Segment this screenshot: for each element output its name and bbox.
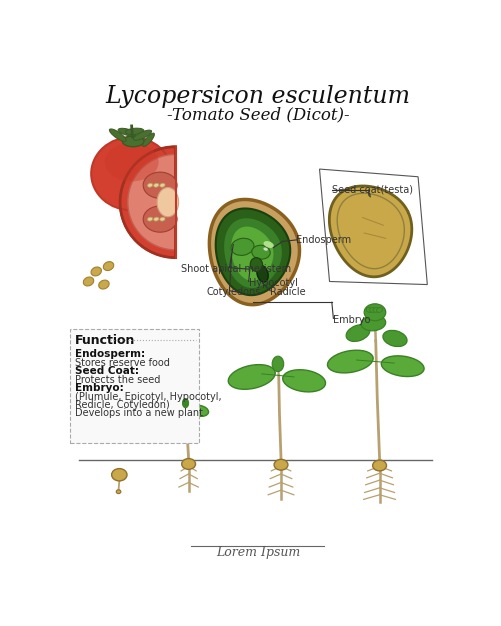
Ellipse shape	[264, 247, 268, 251]
Ellipse shape	[264, 241, 274, 248]
Ellipse shape	[373, 460, 386, 471]
Polygon shape	[223, 218, 283, 289]
Text: Lycopersicon esculentum: Lycopersicon esculentum	[105, 85, 410, 108]
Text: Embryo: Embryo	[333, 315, 371, 325]
Text: Function: Function	[75, 334, 135, 347]
Ellipse shape	[91, 267, 101, 276]
Ellipse shape	[373, 307, 379, 312]
Text: Lorem Ipsum: Lorem Ipsum	[216, 546, 300, 559]
Ellipse shape	[143, 206, 177, 232]
Ellipse shape	[377, 307, 383, 312]
Ellipse shape	[274, 459, 288, 470]
Ellipse shape	[257, 265, 268, 282]
Ellipse shape	[190, 405, 208, 416]
Ellipse shape	[283, 370, 326, 392]
Ellipse shape	[182, 399, 188, 408]
Ellipse shape	[182, 459, 195, 470]
Ellipse shape	[122, 136, 144, 146]
Text: Embryo:: Embryo:	[75, 383, 123, 393]
Text: Hypocotyl: Hypocotyl	[248, 278, 298, 288]
Polygon shape	[209, 200, 300, 305]
Ellipse shape	[154, 183, 159, 187]
FancyBboxPatch shape	[70, 329, 199, 443]
Ellipse shape	[160, 217, 165, 221]
Text: Redicle, Cotyledon): Redicle, Cotyledon)	[75, 400, 169, 410]
Text: Endosperm: Endosperm	[297, 235, 352, 245]
Ellipse shape	[126, 128, 144, 135]
Ellipse shape	[143, 133, 154, 146]
Ellipse shape	[133, 130, 152, 140]
Ellipse shape	[109, 129, 126, 141]
Ellipse shape	[346, 325, 370, 341]
Polygon shape	[216, 208, 290, 295]
Ellipse shape	[83, 277, 94, 286]
Text: Shoot apical meristem: Shoot apical meristem	[181, 264, 291, 274]
Text: Stores reserve food: Stores reserve food	[75, 359, 169, 369]
Ellipse shape	[105, 143, 159, 182]
Text: (Plumule, Epicotyl, Hypocotyl,: (Plumule, Epicotyl, Hypocotyl,	[75, 393, 221, 403]
Ellipse shape	[118, 128, 136, 136]
Ellipse shape	[147, 183, 153, 187]
Text: Radicle: Radicle	[270, 287, 306, 297]
Ellipse shape	[370, 307, 376, 312]
Wedge shape	[120, 146, 175, 258]
Text: Cotyledons: Cotyledons	[206, 287, 261, 297]
Ellipse shape	[272, 356, 284, 372]
Text: -Tomato Seed (Dicot)-: -Tomato Seed (Dicot)-	[167, 106, 349, 124]
Polygon shape	[329, 186, 412, 277]
Ellipse shape	[383, 331, 407, 347]
Ellipse shape	[154, 217, 159, 221]
Ellipse shape	[143, 172, 177, 198]
Ellipse shape	[228, 364, 275, 389]
Ellipse shape	[252, 245, 270, 259]
Ellipse shape	[112, 469, 127, 481]
Ellipse shape	[361, 316, 386, 331]
Ellipse shape	[99, 280, 109, 289]
Ellipse shape	[160, 183, 165, 187]
Ellipse shape	[116, 490, 121, 494]
Text: Seed Coat:: Seed Coat:	[75, 366, 139, 376]
Ellipse shape	[328, 350, 373, 373]
Ellipse shape	[364, 304, 386, 321]
Text: Endosperm:: Endosperm:	[75, 349, 145, 359]
Ellipse shape	[147, 217, 153, 221]
Polygon shape	[230, 226, 274, 282]
Ellipse shape	[103, 262, 114, 270]
Ellipse shape	[91, 137, 172, 210]
Text: Seed coat(testa): Seed coat(testa)	[332, 184, 413, 194]
Ellipse shape	[250, 258, 263, 272]
Ellipse shape	[161, 401, 182, 414]
Ellipse shape	[366, 307, 372, 312]
Text: Protects the seed: Protects the seed	[75, 376, 160, 386]
Wedge shape	[128, 155, 175, 250]
Text: Develops into a new plant: Develops into a new plant	[75, 408, 203, 418]
Ellipse shape	[381, 356, 424, 376]
Ellipse shape	[231, 239, 254, 255]
Ellipse shape	[157, 188, 179, 217]
